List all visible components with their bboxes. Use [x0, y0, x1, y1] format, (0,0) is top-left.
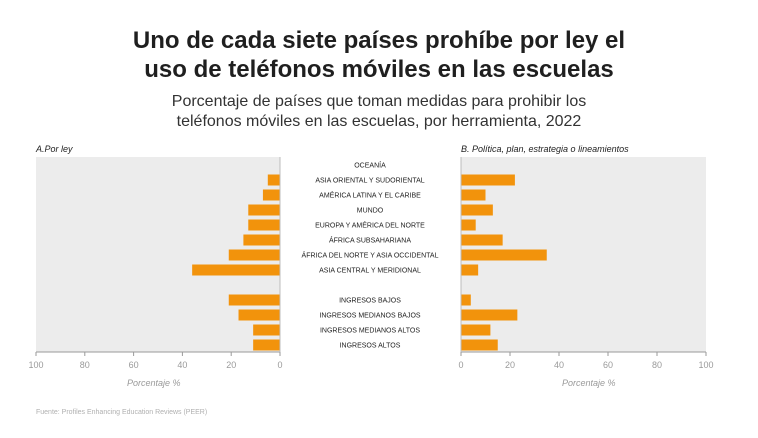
bar-left-2 [262, 189, 280, 201]
right-panel-title: B. Política, plan, estrategia o lineamie… [461, 144, 629, 154]
title-line-2: uso de teléfonos móviles en las escuelas [144, 56, 614, 83]
category-label: ÁFRICA SUBSAHARIANA [329, 236, 411, 245]
bar-left-5 [243, 234, 280, 246]
left-tick-label: 40 [177, 360, 187, 370]
bar-right-2 [461, 189, 486, 201]
category-label: OCEANÍA [354, 161, 386, 170]
left-tick-label: 100 [28, 360, 43, 370]
bar-right-8 [461, 294, 471, 306]
bar-left-10 [253, 324, 280, 336]
category-label: INGRESOS MEDIANOS BAJOS [319, 313, 420, 320]
bar-left-11 [253, 339, 280, 351]
chart-title: Uno de cada siete países prohíbe por ley… [0, 26, 758, 84]
bar-right-7 [461, 264, 479, 276]
right-tick-label: 80 [652, 360, 662, 370]
bar-left-4 [248, 219, 280, 231]
bar-left-9 [238, 309, 280, 321]
category-label: MUNDO [357, 208, 384, 215]
bar-right-11 [461, 339, 498, 351]
left-tick-label: 80 [80, 360, 90, 370]
right-tick-label: 100 [698, 360, 713, 370]
right-axis-label: Porcentaje % [562, 378, 616, 388]
category-label: INGRESOS BAJOS [339, 298, 401, 305]
category-label: EUROPA Y AMÉRICA DEL NORTE [315, 221, 425, 230]
left-tick-label: 0 [277, 360, 282, 370]
right-tick-label: 40 [554, 360, 564, 370]
bar-left-7 [192, 264, 280, 276]
bar-left-1 [267, 174, 280, 186]
right-tick-label: 0 [458, 360, 463, 370]
bar-right-10 [461, 324, 491, 336]
bar-right-3 [461, 204, 493, 216]
subtitle-line-1: Porcentaje de países que toman medidas p… [171, 93, 587, 110]
right-tick-label: 20 [505, 360, 515, 370]
category-label: ÁFRICA DEL NORTE Y ASIA OCCIDENTAL [302, 251, 439, 260]
title-line-1: Uno de cada siete países prohíbe por ley… [132, 27, 626, 54]
left-tick-label: 60 [129, 360, 139, 370]
left-panel-title: A.Por ley [36, 144, 73, 154]
bar-right-9 [461, 309, 518, 321]
bar-left-8 [228, 294, 280, 306]
bar-right-4 [461, 219, 476, 231]
right-tick-label: 60 [603, 360, 613, 370]
category-label: INGRESOS ALTOS [340, 343, 401, 350]
subtitle-line-2: teléfonos móviles en las escuelas, por h… [176, 113, 582, 130]
bar-left-3 [248, 204, 280, 216]
category-label: INGRESOS MEDIANOS ALTOS [320, 328, 420, 335]
bar-right-1 [461, 174, 515, 186]
bar-left-6 [228, 249, 280, 261]
left-tick-label: 20 [226, 360, 236, 370]
left-axis-label: Porcentaje % [127, 378, 181, 388]
category-label: AMÉRICA LATINA Y EL CARIBE [319, 191, 421, 200]
chart-subtitle: Porcentaje de países que toman medidas p… [0, 92, 758, 132]
category-label: ASIA CENTRAL Y MERIDIONAL [319, 268, 421, 275]
category-label: ASIA ORIENTAL Y SUDORIENTAL [315, 178, 424, 185]
bar-right-6 [461, 249, 547, 261]
bar-right-5 [461, 234, 503, 246]
source-note: Fuente: Profiles Enhancing Education Rev… [36, 409, 208, 416]
